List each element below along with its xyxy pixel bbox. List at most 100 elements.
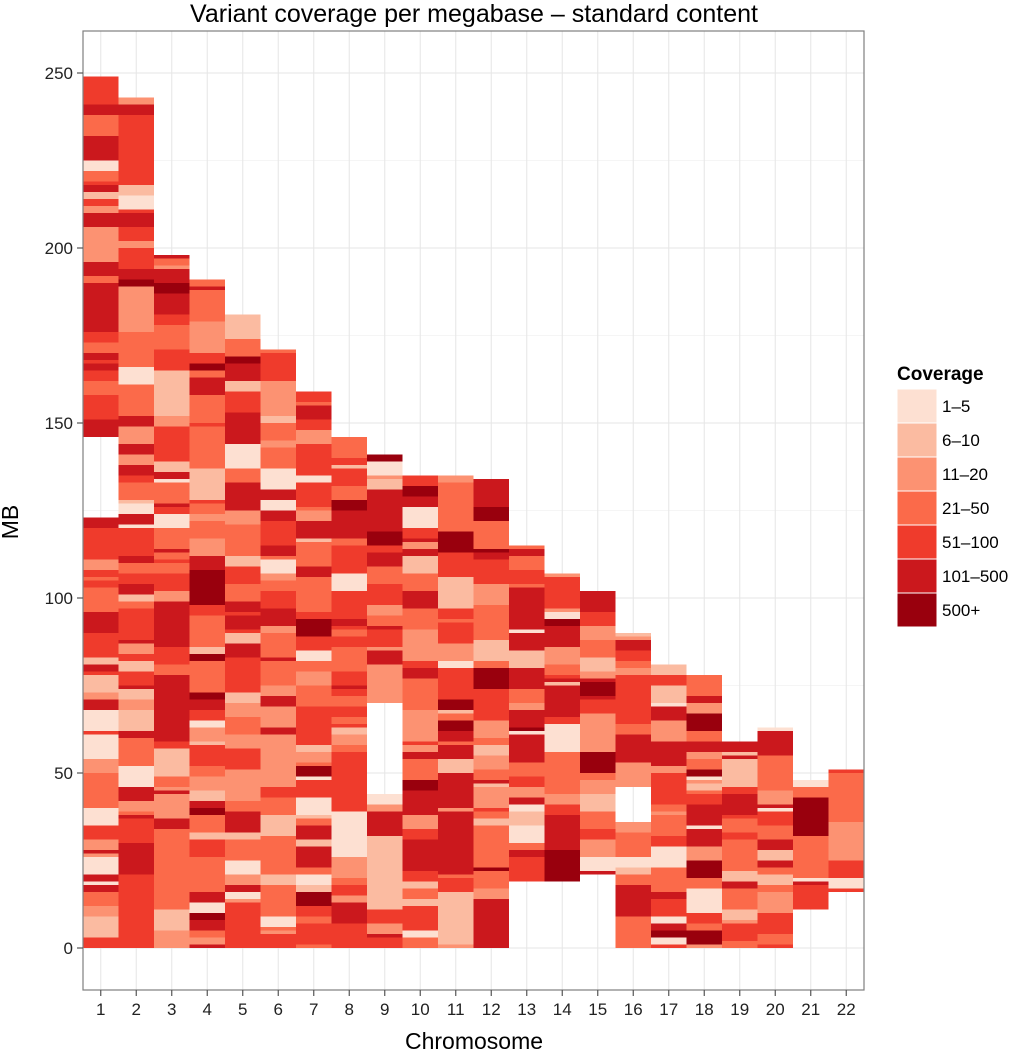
heatmap-tile-chr2	[118, 801, 154, 805]
heatmap-tile-chr9	[367, 479, 403, 490]
heatmap-tile-chr15	[580, 811, 616, 819]
heatmap-tile-chr3	[154, 258, 190, 266]
heatmap-tile-chr14	[544, 668, 580, 675]
heatmap-tile-chr1	[83, 647, 119, 658]
heatmap-tile-chr7	[296, 734, 332, 745]
heatmap-tile-chr13	[509, 752, 545, 763]
heatmap-tile-chr2	[118, 458, 154, 465]
heatmap-tile-chr8	[331, 867, 367, 878]
heatmap-tile-chr7	[296, 832, 332, 840]
heatmap-tile-chr1	[83, 136, 119, 147]
heatmap-tile-chr1	[83, 199, 119, 206]
heatmap-tile-chr2	[118, 885, 154, 889]
heatmap-tile-chr1	[83, 759, 119, 763]
heatmap-tile-chr11	[438, 864, 474, 875]
heatmap-tile-chr5	[225, 367, 261, 378]
heatmap-tile-chr9	[367, 682, 403, 686]
heatmap-tile-chr17	[651, 804, 687, 812]
heatmap-tile-chr3	[154, 745, 190, 749]
heatmap-tile-chr2	[118, 426, 154, 434]
heatmap-tile-chr10	[402, 839, 438, 850]
heatmap-tile-chr4	[189, 881, 225, 889]
heatmap-tile-chr3	[154, 839, 190, 850]
heatmap-tile-chr13	[509, 713, 545, 721]
heatmap-tile-chr13	[509, 584, 545, 588]
heatmap-tile-chr6	[260, 839, 296, 843]
heatmap-tile-chr4	[189, 279, 225, 283]
legend-key	[896, 558, 938, 594]
heatmap-tile-chr8	[331, 752, 367, 763]
heatmap-tile-chr4	[189, 755, 225, 766]
heatmap-tile-chr11	[438, 906, 474, 917]
heatmap-tile-chr7	[296, 899, 332, 906]
heatmap-tile-chr11	[438, 874, 474, 878]
heatmap-tile-chr12	[473, 899, 509, 910]
heatmap-tile-chr12	[473, 706, 509, 710]
x-tick-label: 18	[695, 1000, 714, 1019]
heatmap-tile-chr13	[509, 643, 545, 651]
heatmap-tile-chr7	[296, 454, 332, 458]
heatmap-tile-chr12	[473, 867, 509, 871]
heatmap-tile-chr12	[473, 615, 509, 623]
heatmap-tile-chr21	[793, 860, 829, 871]
heatmap-tile-chr17	[651, 923, 687, 931]
heatmap-tile-chr2	[118, 661, 154, 668]
heatmap-tile-chr12	[473, 843, 509, 850]
heatmap-tile-chr10	[402, 703, 438, 710]
heatmap-tile-chr10	[402, 475, 438, 479]
heatmap-tile-chr7	[296, 405, 332, 409]
heatmap-tile-chr12	[473, 895, 509, 899]
heatmap-tile-chr21	[793, 832, 829, 836]
heatmap-tile-chr7	[296, 598, 332, 602]
heatmap-tile-chr9	[367, 895, 403, 903]
heatmap-tile-chr4	[189, 731, 225, 742]
heatmap-tile-chr8	[331, 517, 367, 528]
legend-label: 6–10	[942, 431, 980, 450]
heatmap-tile-chr6	[260, 797, 296, 801]
heatmap-tile-chr19	[722, 748, 758, 752]
heatmap-tile-chr17	[651, 731, 687, 742]
heatmap-tile-chr12	[473, 787, 509, 798]
heatmap-tile-chr9	[367, 930, 403, 934]
heatmap-tile-chr5	[225, 769, 261, 780]
heatmap-tile-chr16	[615, 843, 651, 850]
heatmap-tile-chr14	[544, 769, 580, 777]
heatmap-tile-chr2	[118, 927, 154, 938]
heatmap-tile-chr2	[118, 213, 154, 224]
heatmap-tile-chr9	[367, 629, 403, 640]
heatmap-tile-chr7	[296, 482, 332, 493]
heatmap-tile-chr6	[260, 906, 296, 917]
heatmap-tile-chr11	[438, 699, 474, 710]
x-tick-label: 2	[132, 1000, 141, 1019]
heatmap-tile-chr11	[438, 654, 474, 661]
heatmap-tile-chr12	[473, 920, 509, 931]
heatmap-tile-chr10	[402, 643, 438, 647]
heatmap-tile-chr10	[402, 818, 438, 829]
heatmap-tile-chr2	[118, 619, 154, 630]
heatmap-tile-chr14	[544, 626, 580, 637]
heatmap-tile-chr1	[83, 713, 119, 721]
heatmap-tile-chr19	[722, 829, 758, 833]
heatmap-tile-chr7	[296, 591, 332, 598]
heatmap-tile-chr9	[367, 489, 403, 493]
heatmap-tile-chr2	[118, 265, 154, 269]
heatmap-tile-chr18	[686, 787, 722, 791]
heatmap-tile-chr12	[473, 605, 509, 616]
heatmap-tile-chr22	[828, 888, 864, 892]
heatmap-tile-chr5	[225, 899, 261, 903]
heatmap-tile-chr20	[757, 748, 793, 752]
heatmap-tile-chr15	[580, 783, 616, 794]
heatmap-tile-chr7	[296, 797, 332, 808]
heatmap-tile-chr16	[615, 944, 651, 948]
heatmap-tile-chr5	[225, 874, 261, 885]
heatmap-tile-chr6	[260, 860, 296, 871]
heatmap-tile-chr15	[580, 839, 616, 850]
heatmap-tile-chr8	[331, 857, 367, 868]
heatmap-tile-chr5	[225, 556, 261, 567]
heatmap-tile-chr11	[438, 619, 474, 623]
heatmap-tile-chr14	[544, 685, 580, 693]
heatmap-tile-chr2	[118, 356, 154, 360]
heatmap-tile-chr16	[615, 692, 651, 703]
heatmap-tile-chr10	[402, 552, 438, 556]
heatmap-tile-chr4	[189, 297, 225, 301]
